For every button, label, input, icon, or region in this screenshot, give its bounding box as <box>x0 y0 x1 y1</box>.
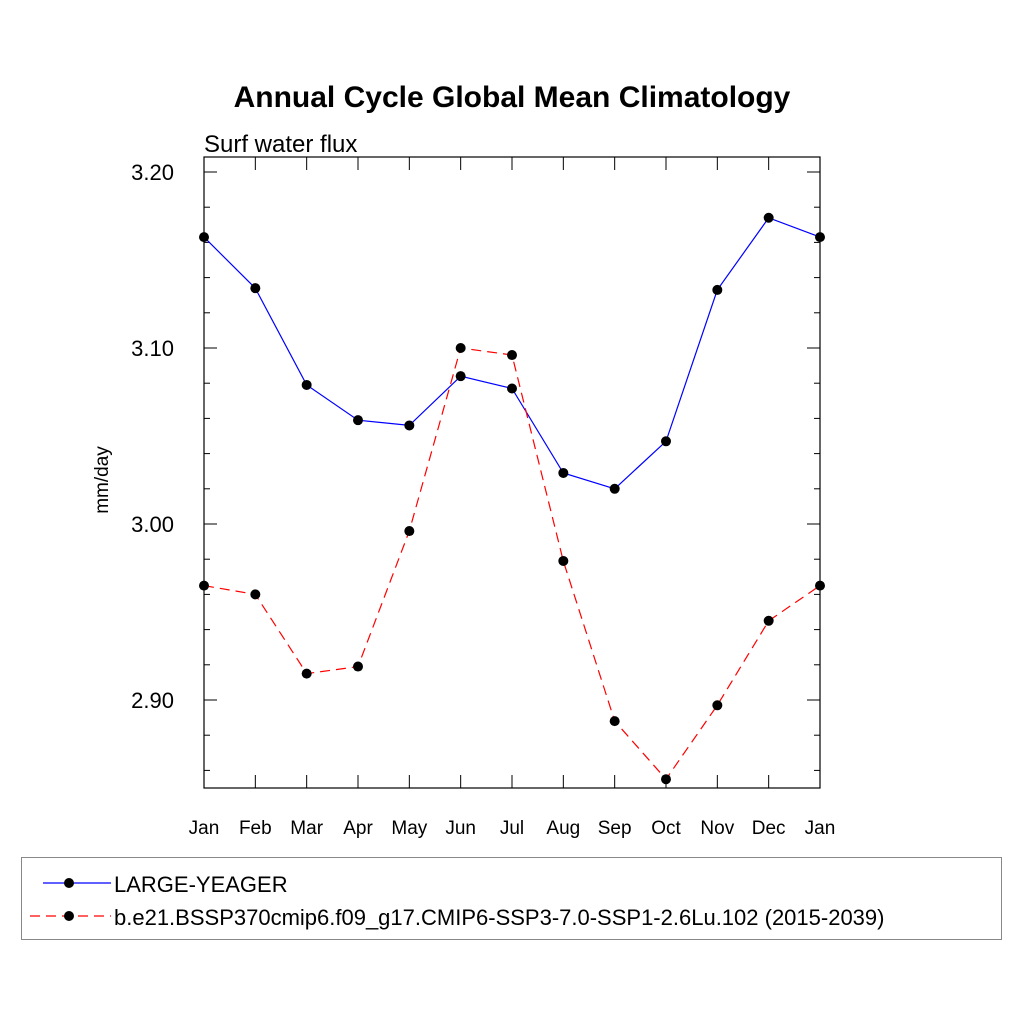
data-point-series-2 <box>661 774 671 785</box>
x-tick-label: Oct <box>651 818 681 839</box>
x-tick-label: Nov <box>700 818 734 839</box>
plot-frame <box>203 156 821 789</box>
y-tick-label: 3.20 <box>131 160 174 185</box>
y-tick-label: 3.10 <box>131 336 174 361</box>
data-point-series-1 <box>661 436 671 447</box>
legend-swatch-series-2 <box>30 911 111 921</box>
data-point-series-2 <box>815 580 825 591</box>
y-axis-label: mm/day <box>92 446 113 514</box>
legend-label-series-2: b.e21.BSSP370cmip6.f09_g17.CMIP6-SSP3-7.… <box>114 905 885 930</box>
x-tick-label: Dec <box>752 818 786 839</box>
data-point-series-1 <box>404 420 415 431</box>
legend-swatch-series-1 <box>43 878 111 888</box>
data-point-series-2 <box>199 580 209 591</box>
y-tick-label: 3.00 <box>131 512 174 537</box>
data-point-series-2 <box>507 350 517 361</box>
data-point-series-2 <box>301 668 312 679</box>
x-tick-label: Jan <box>805 818 836 839</box>
data-point-series-1 <box>609 483 620 494</box>
plot-area: 3.20 3.10 3.00 2.90 Jan Feb Mar Apr May Jun Jul Aug… <box>131 156 836 839</box>
data-point-series-2 <box>712 700 723 711</box>
data-point-series-1 <box>353 415 363 426</box>
data-point-series-1 <box>763 212 774 223</box>
x-tick-label: Sep <box>598 818 632 839</box>
data-point-series-1 <box>507 383 517 394</box>
data-point-series-1 <box>712 284 723 295</box>
legend-item-series-1: LARGE-YEAGER <box>22 870 1001 900</box>
x-tick-label: Aug <box>546 818 580 839</box>
legend-label-series-1: LARGE-YEAGER <box>114 872 288 897</box>
x-tick-label: May <box>391 818 427 839</box>
data-point-series-2 <box>609 716 620 727</box>
legend-item-series-2: b.e21.BSSP370cmip6.f09_g17.CMIP6-SSP3-7.… <box>22 903 1001 933</box>
x-tick-label: Feb <box>239 818 272 839</box>
x-tick-label: Jul <box>500 818 524 839</box>
data-point-series-2 <box>404 526 415 537</box>
chart-subtitle: Surf water flux <box>204 131 357 158</box>
x-tick-label: Jan <box>189 818 220 839</box>
x-tick-label: Jun <box>445 818 476 839</box>
legend: LARGE-YEAGER b.e21.BSSP370cmip6.f09_g17.… <box>21 857 1002 940</box>
chart-title: Annual Cycle Global Mean Climatology <box>234 81 791 114</box>
data-point-series-2 <box>558 555 569 566</box>
data-point-series-1 <box>301 379 312 390</box>
y-tick-label: 2.90 <box>131 688 174 713</box>
data-point-series-1 <box>455 371 466 382</box>
x-tick-label: Mar <box>290 818 323 839</box>
data-point-series-2 <box>353 661 363 672</box>
data-point-series-2 <box>763 615 774 626</box>
data-point-series-2 <box>250 589 261 600</box>
data-point-series-2 <box>455 343 466 353</box>
x-tick-label: Apr <box>343 818 373 839</box>
series-line-2 <box>203 347 821 781</box>
data-point-series-1 <box>815 232 825 243</box>
data-point-series-1 <box>199 232 209 243</box>
data-point-series-1 <box>558 467 569 478</box>
data-point-series-1 <box>250 283 261 294</box>
